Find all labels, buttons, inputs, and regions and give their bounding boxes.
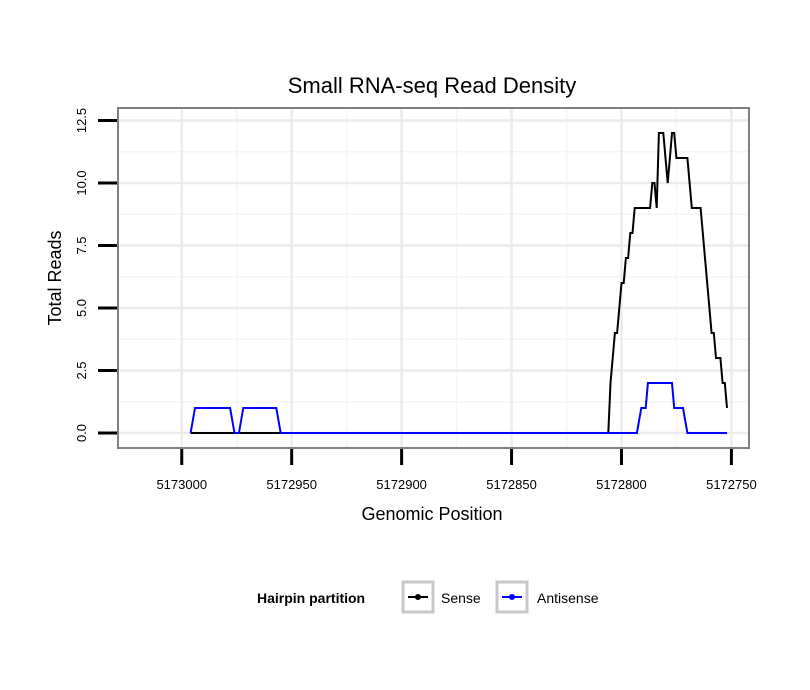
legend-label-sense: Sense [441,590,481,606]
x-axis-title: Genomic Position [361,504,502,524]
y-tick-label: 10.0 [74,170,89,195]
chart-title: Small RNA-seq Read Density [288,73,577,98]
y-tick-label: 0.0 [74,424,89,442]
x-tick-label: 5172750 [706,477,757,492]
legend-point-antisense [509,594,515,600]
series-line-sense [190,132,728,434]
series-line-antisense [189,382,727,434]
y-tick-label: 5.0 [74,299,89,317]
x-axis: 5173000 5172950 5172900 5172850 5172800 51727… [156,449,757,492]
plot-panel-border [117,107,750,449]
x-tick-label: 5173000 [156,477,207,492]
y-tick-label: 2.5 [74,361,89,379]
x-tick-label: 5172850 [486,477,537,492]
x-tick-label: 5172950 [266,477,317,492]
y-axis: 0.0 2.5 5.0 7.5 10.0 12.5 [74,108,117,442]
x-tick-label: 5172900 [376,477,427,492]
legend-label-antisense: Antisense [537,590,599,606]
y-tick-label: 12.5 [74,108,89,133]
legend: Hairpin partition Sense Antisense [257,580,599,614]
y-axis-title: Total Reads [45,230,65,325]
y-tick-label: 7.5 [74,236,89,254]
series-layer [189,132,728,434]
x-tick-label: 5172800 [596,477,647,492]
legend-title: Hairpin partition [257,590,365,606]
legend-point-sense [415,594,421,600]
